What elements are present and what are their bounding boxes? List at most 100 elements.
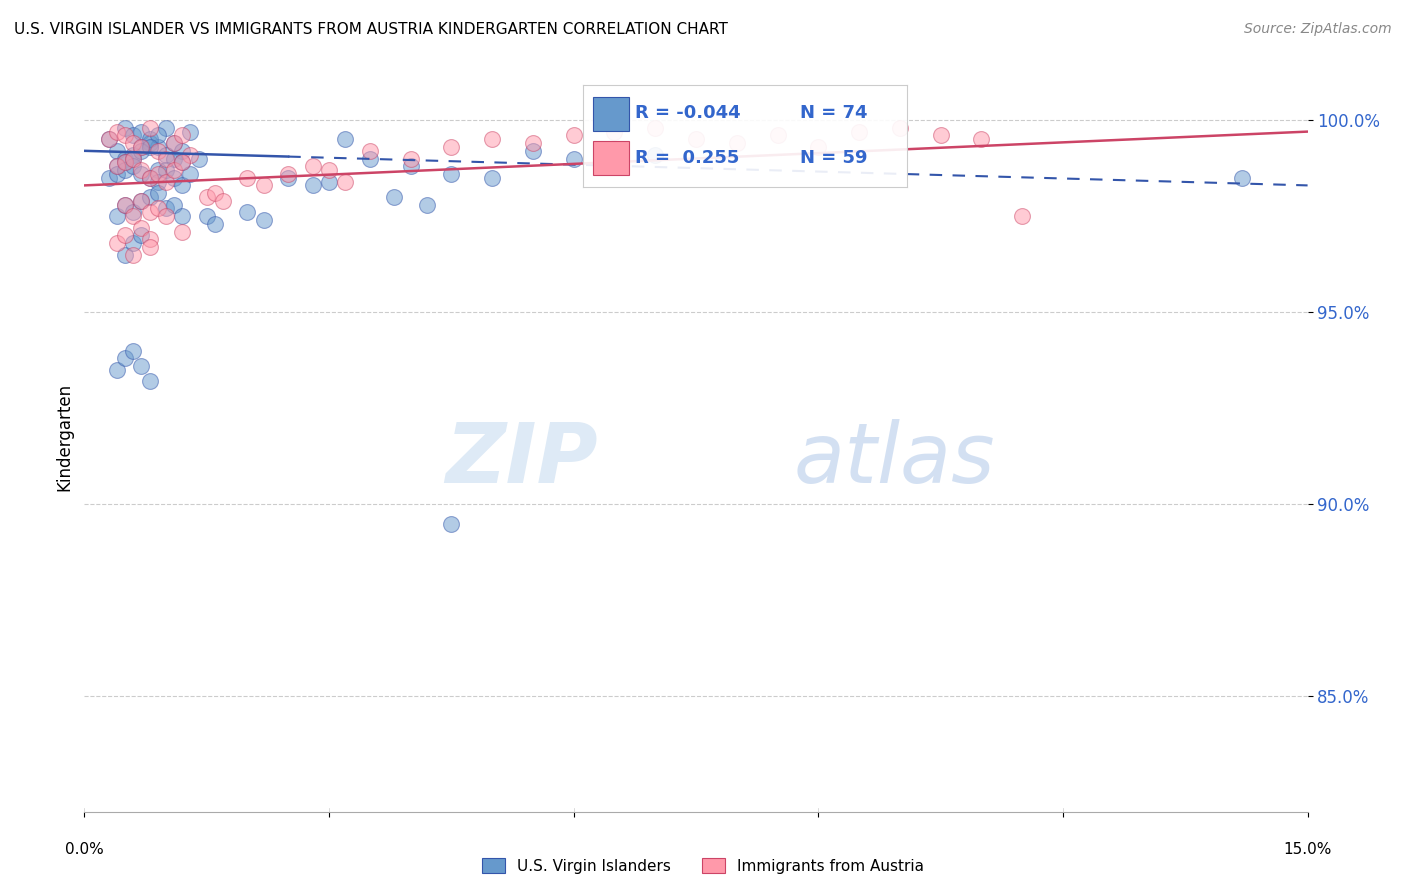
Y-axis label: Kindergarten: Kindergarten: [55, 383, 73, 491]
Point: [131, 163, 153, 178]
Point: [122, 147, 145, 161]
Point: [138, 170, 160, 185]
Point: [359, 152, 381, 166]
Point: [114, 128, 136, 143]
Point: [105, 159, 128, 173]
Point: [929, 128, 952, 143]
Text: atlas: atlas: [794, 419, 995, 500]
Point: [359, 144, 381, 158]
Point: [114, 228, 136, 243]
Point: [318, 175, 340, 189]
Point: [195, 190, 218, 204]
Point: [122, 247, 145, 261]
Point: [97, 132, 120, 146]
Point: [131, 228, 153, 243]
Point: [277, 167, 299, 181]
Bar: [593, 141, 628, 175]
Point: [122, 136, 145, 150]
Point: [114, 351, 136, 366]
Point: [155, 175, 177, 189]
Point: [163, 152, 186, 166]
Point: [685, 132, 707, 146]
Point: [146, 186, 169, 200]
Point: [301, 178, 323, 193]
Point: [440, 140, 463, 154]
Point: [114, 247, 136, 261]
Point: [122, 159, 145, 173]
Point: [138, 190, 160, 204]
Point: [114, 197, 136, 211]
Point: [236, 205, 259, 219]
Point: [277, 170, 299, 185]
Point: [382, 190, 405, 204]
Point: [212, 194, 235, 208]
Point: [155, 209, 177, 223]
Point: [97, 170, 120, 185]
Point: [131, 125, 153, 139]
Point: [440, 516, 463, 531]
Point: [603, 125, 626, 139]
Point: [155, 147, 177, 161]
Text: R = -0.044: R = -0.044: [636, 104, 741, 122]
Point: [131, 167, 153, 181]
Point: [172, 225, 194, 239]
Point: [122, 343, 145, 358]
Point: [138, 140, 160, 154]
Point: [122, 152, 145, 166]
Point: [105, 125, 128, 139]
Point: [522, 136, 544, 150]
Point: [562, 128, 585, 143]
Point: [1232, 170, 1254, 185]
Point: [105, 363, 128, 377]
Point: [1011, 209, 1033, 223]
Point: [440, 167, 463, 181]
Point: [114, 163, 136, 178]
Point: [848, 125, 870, 139]
Point: [204, 186, 226, 200]
Point: [146, 140, 169, 154]
Point: [138, 136, 160, 150]
Point: [163, 170, 186, 185]
Point: [122, 152, 145, 166]
Point: [114, 155, 136, 169]
Point: [644, 120, 666, 135]
Point: [122, 209, 145, 223]
Point: [179, 125, 201, 139]
Point: [562, 152, 585, 166]
Point: [138, 240, 160, 254]
Point: [105, 167, 128, 181]
Point: [335, 132, 357, 146]
Point: [204, 217, 226, 231]
Point: [146, 175, 169, 189]
Point: [889, 120, 911, 135]
Point: [138, 232, 160, 246]
Point: [146, 144, 169, 158]
Point: [301, 159, 323, 173]
Text: R =  0.255: R = 0.255: [636, 149, 740, 167]
Point: [138, 120, 160, 135]
Point: [253, 178, 276, 193]
Text: Source: ZipAtlas.com: Source: ZipAtlas.com: [1244, 22, 1392, 37]
Point: [481, 170, 503, 185]
Point: [163, 136, 186, 150]
Point: [146, 202, 169, 216]
Point: [179, 147, 201, 161]
Text: N = 74: N = 74: [800, 104, 868, 122]
Point: [335, 175, 357, 189]
Point: [725, 136, 748, 150]
Text: 15.0%: 15.0%: [1284, 842, 1331, 857]
Point: [253, 213, 276, 227]
Point: [163, 197, 186, 211]
Text: 0.0%: 0.0%: [65, 842, 104, 857]
Legend: U.S. Virgin Islanders, Immigrants from Austria: U.S. Virgin Islanders, Immigrants from A…: [477, 852, 929, 880]
Point: [105, 209, 128, 223]
Point: [172, 155, 194, 169]
Point: [155, 120, 177, 135]
Point: [172, 144, 194, 158]
Point: [172, 155, 194, 169]
Point: [131, 140, 153, 154]
Point: [970, 132, 993, 146]
Point: [179, 167, 201, 181]
Point: [138, 205, 160, 219]
Point: [131, 140, 153, 154]
